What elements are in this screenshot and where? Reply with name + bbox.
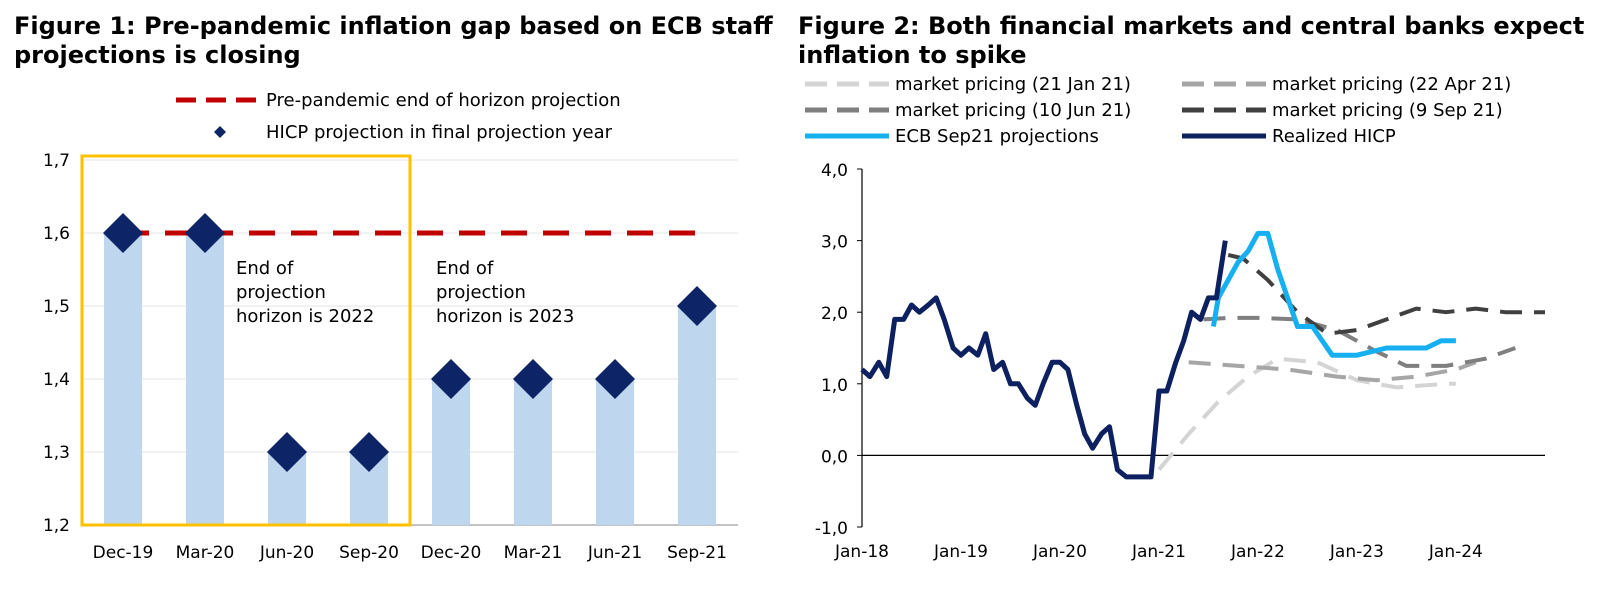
annotation-text: projection bbox=[436, 282, 526, 303]
series-line-ecb-sep21-projections bbox=[1210, 230, 1456, 358]
y-tick-label: 1,4 bbox=[43, 370, 70, 390]
hicp-diamond bbox=[513, 359, 553, 399]
x-tick-label: Mar-20 bbox=[176, 543, 235, 563]
y-tick-label: 1,7 bbox=[43, 151, 70, 171]
x-tick-label: Sep-20 bbox=[339, 543, 399, 563]
bar bbox=[432, 379, 470, 525]
y-tick-label: 2,0 bbox=[821, 304, 848, 324]
legend-diamond-swatch bbox=[214, 126, 226, 138]
annotation-text: End of bbox=[436, 258, 494, 279]
y-tick-label: 1,2 bbox=[43, 516, 70, 536]
legend-label: market pricing (9 Sep 21) bbox=[1272, 100, 1503, 121]
y-tick-label: 1,0 bbox=[821, 376, 848, 396]
x-tick-label: Jan-23 bbox=[1329, 542, 1384, 562]
legend-label: market pricing (21 Jan 21) bbox=[895, 74, 1131, 95]
figure2-title: Figure 2: Both financial markets and cen… bbox=[798, 12, 1585, 69]
legend-label: market pricing (22 Apr 21) bbox=[1272, 74, 1511, 95]
x-tick-label: Jun-20 bbox=[259, 543, 314, 563]
legend-label: ECB Sep21 projections bbox=[895, 126, 1099, 147]
hicp-diamond bbox=[349, 432, 389, 472]
figure1-chart: 1,2 1,3 1,4 1,5 1,6 1,7 Dec-19 Mar-20 Jun-20 Sep-… bbox=[43, 90, 738, 563]
bar bbox=[104, 233, 142, 525]
x-tick-label: Jan-22 bbox=[1230, 542, 1285, 562]
x-tick-label: Dec-20 bbox=[421, 543, 482, 563]
x-tick-label: Jun-21 bbox=[587, 543, 642, 563]
hicp-diamond bbox=[185, 213, 225, 253]
annotation-text: projection bbox=[236, 282, 326, 303]
annotation-text: horizon is 2023 bbox=[436, 306, 574, 327]
annotation-text: horizon is 2022 bbox=[236, 306, 374, 327]
series-line-market-pricing-21-jan-21 bbox=[1157, 356, 1456, 471]
y-tick-label: 4,0 bbox=[821, 161, 848, 181]
series-line-market-pricing-9-sep-21 bbox=[1227, 252, 1545, 336]
y-tick-label: 3,0 bbox=[821, 233, 848, 253]
x-tick-label: Jan-21 bbox=[1131, 542, 1186, 562]
x-tick-label: Jan-20 bbox=[1032, 542, 1087, 562]
x-tick-label: Jan-19 bbox=[933, 542, 988, 562]
legend-label: Realized HICP bbox=[1272, 126, 1396, 147]
legend-label: Pre-pandemic end of horizon projection bbox=[266, 90, 621, 111]
series-line-realized-hicp bbox=[860, 240, 1228, 480]
x-tick-label: Mar-21 bbox=[504, 543, 563, 563]
x-tick-label: Jan-24 bbox=[1428, 542, 1483, 562]
x-tick-label: Sep-21 bbox=[667, 543, 727, 563]
legend-label: HICP projection in final projection year bbox=[266, 122, 613, 143]
bar bbox=[678, 306, 716, 525]
bar bbox=[596, 379, 634, 525]
series-line-market-pricing-10-jun-21 bbox=[1203, 315, 1516, 368]
y-tick-label: 1,5 bbox=[43, 297, 70, 317]
bar bbox=[514, 379, 552, 525]
y-tick-label: -1,0 bbox=[815, 519, 848, 539]
y-tick-label: 1,3 bbox=[43, 443, 70, 463]
hicp-diamond bbox=[595, 359, 635, 399]
hicp-diamond bbox=[431, 359, 471, 399]
hicp-diamond bbox=[677, 286, 717, 326]
bar bbox=[186, 233, 224, 525]
y-tick-label: 1,6 bbox=[43, 224, 70, 244]
hicp-diamond bbox=[267, 432, 307, 472]
figure1-title: Figure 1: Pre-pandemic inflation gap bas… bbox=[14, 12, 773, 69]
y-tick-label: 0,0 bbox=[821, 447, 848, 467]
x-tick-label: Jan-18 bbox=[834, 542, 889, 562]
annotation-text: End of bbox=[236, 258, 294, 279]
x-tick-label: Dec-19 bbox=[93, 543, 154, 563]
legend-label: market pricing (10 Jun 21) bbox=[895, 100, 1131, 121]
hicp-diamond bbox=[103, 213, 143, 253]
horizon-2022-box bbox=[80, 154, 412, 527]
